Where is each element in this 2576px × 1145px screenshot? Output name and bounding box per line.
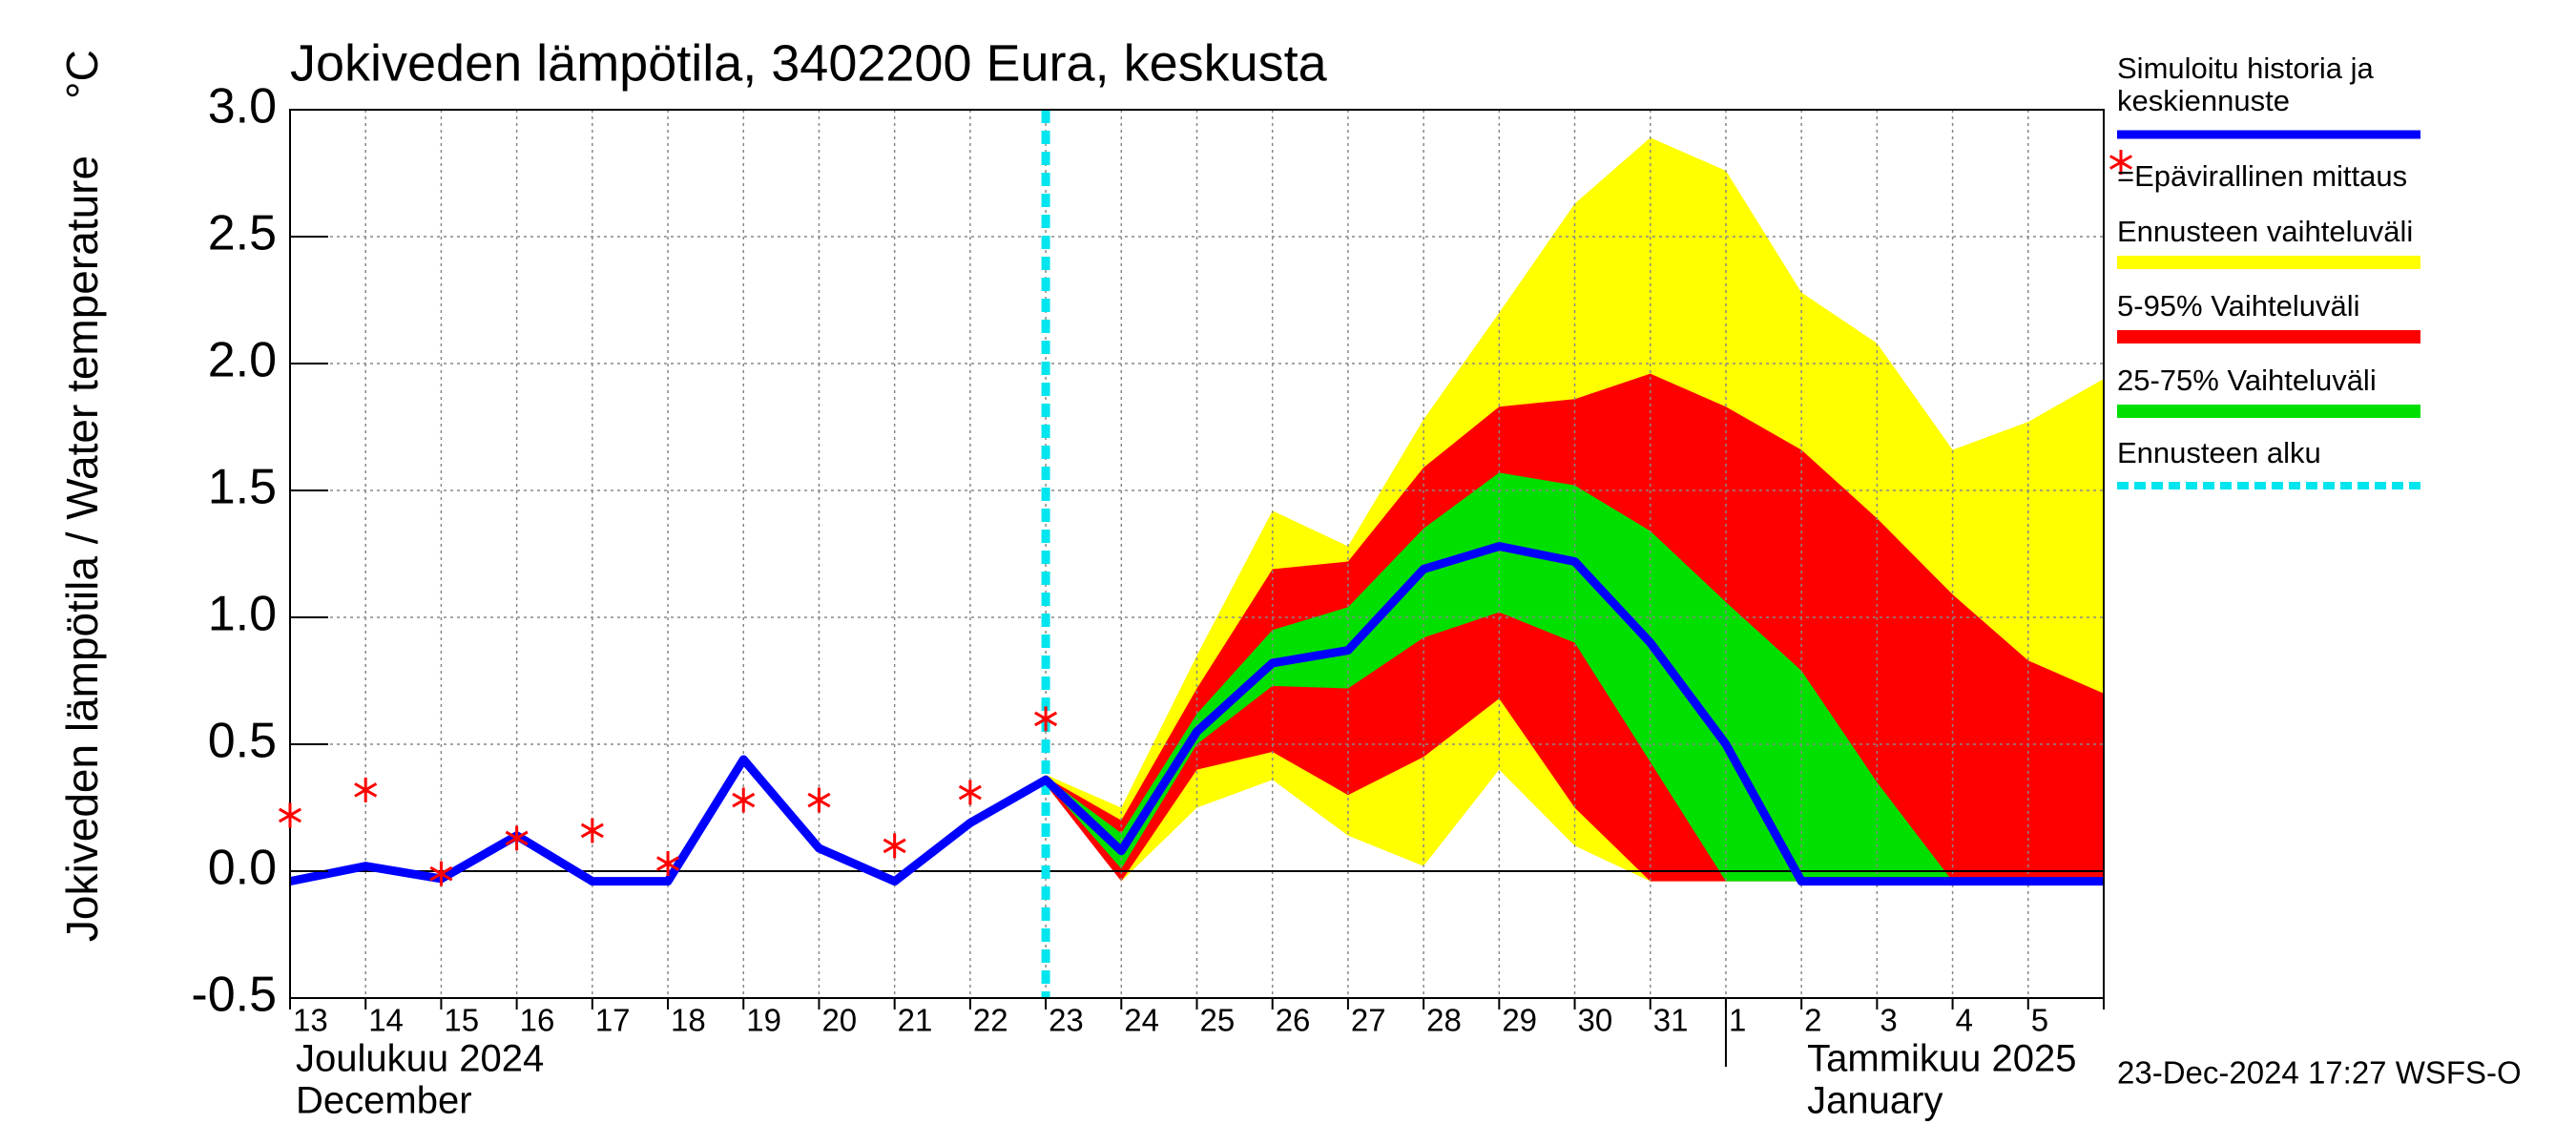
y-tick-label: 2.5: [208, 206, 277, 261]
y-tick-label: 1.5: [208, 460, 277, 515]
x-tick-label: 14: [368, 1003, 404, 1038]
x-tick-label: 20: [821, 1003, 857, 1038]
x-tick-label: 16: [520, 1003, 555, 1038]
measurement-marker: [656, 851, 680, 877]
legend-swatch: [2117, 256, 2420, 269]
y-axis-label: Jokiveden lämpötila / Water temperature: [57, 156, 107, 942]
legend-marker: [2109, 150, 2133, 175]
measurement-marker: [505, 825, 529, 851]
x-tick-label: 19: [746, 1003, 781, 1038]
y-tick-label: 2.0: [208, 333, 277, 388]
legend-label: =Epävirallinen mittaus: [2117, 159, 2408, 193]
legend-swatch: [2117, 330, 2420, 344]
legend-label: Ennusteen vaihteluväli: [2117, 215, 2414, 248]
measurement-marker: [883, 833, 906, 859]
x-tick-label: 5: [2031, 1003, 2048, 1038]
y-tick-label: -0.5: [191, 968, 277, 1023]
y-tick-label: 1.0: [208, 587, 277, 642]
month-label: December: [296, 1080, 472, 1122]
x-tick-label: 26: [1276, 1003, 1311, 1038]
measurement-marker: [278, 802, 302, 828]
x-tick-label: 21: [898, 1003, 933, 1038]
legend-label: Ennusteen alku: [2117, 436, 2321, 469]
x-tick-label: 28: [1426, 1003, 1462, 1038]
measurement-marker: [429, 861, 453, 886]
measurement-marker: [1034, 706, 1058, 732]
timestamp: 23-Dec-2024 17:27 WSFS-O: [2117, 1055, 2522, 1091]
measurement-marker: [958, 780, 982, 805]
measurement-marker: [732, 787, 756, 813]
month-label: Joulukuu 2024: [296, 1038, 544, 1080]
x-tick-label: 23: [1049, 1003, 1084, 1038]
x-tick-label: 2: [1804, 1003, 1821, 1038]
legend-label: 5-95% Vaihteluväli: [2117, 289, 2360, 323]
x-tick-label: 30: [1578, 1003, 1613, 1038]
y-axis-unit: °C: [57, 50, 107, 99]
x-tick-label: 25: [1200, 1003, 1236, 1038]
measurement-marker: [580, 818, 604, 843]
legend-label: 25-75% Vaihteluväli: [2117, 364, 2377, 397]
x-tick-label: 1: [1729, 1003, 1746, 1038]
x-tick-label: 22: [973, 1003, 1008, 1038]
measurement-marker: [807, 787, 831, 813]
x-tick-label: 31: [1653, 1003, 1689, 1038]
data: [289, 110, 2104, 998]
legend-label: Simuloitu historia ja keskiennuste: [2117, 52, 2374, 117]
legend-swatch: [2117, 405, 2420, 418]
x-tick-label: 13: [293, 1003, 328, 1038]
plot-frame: [289, 109, 2105, 999]
y-tick-label: 0.0: [208, 841, 277, 896]
y-tick-label: 0.5: [208, 714, 277, 769]
y-tick-label: 3.0: [208, 79, 277, 135]
x-tick-label: 24: [1124, 1003, 1159, 1038]
x-tick-label: 18: [671, 1003, 706, 1038]
chart-title: Jokiveden lämpötila, 3402200 Eura, kesku…: [290, 34, 1328, 92]
x-tick-label: 29: [1502, 1003, 1537, 1038]
series-line: [289, 542, 2104, 886]
measurement-marker: [354, 777, 378, 802]
x-tick-label: 15: [444, 1003, 479, 1038]
x-tick-label: 4: [1956, 1003, 1973, 1038]
x-tick-label: 27: [1351, 1003, 1386, 1038]
bands: [1046, 137, 2104, 882]
month-label: January: [1807, 1080, 1942, 1122]
month-label: Tammikuu 2025: [1807, 1038, 2076, 1080]
x-tick-label: 17: [595, 1003, 631, 1038]
x-tick-label: 3: [1880, 1003, 1897, 1038]
band: [1046, 472, 2104, 882]
